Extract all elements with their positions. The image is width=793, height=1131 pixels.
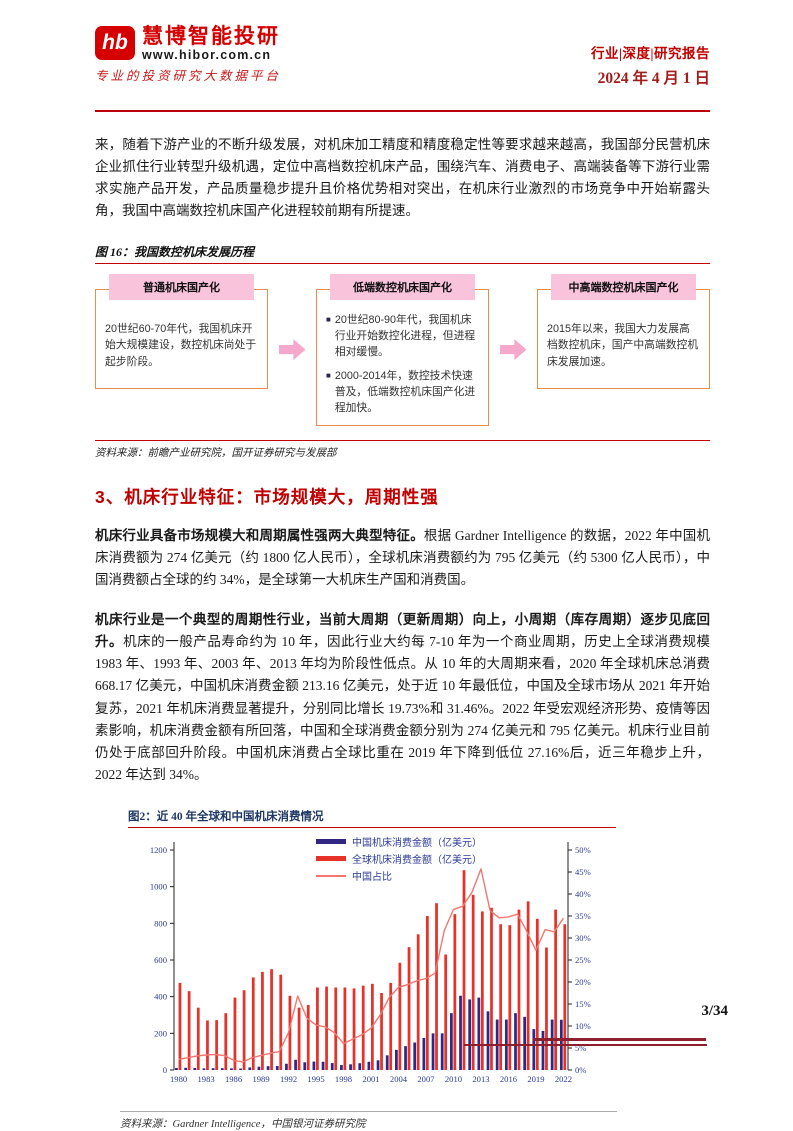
svg-text:5%: 5%: [575, 1043, 586, 1053]
bullet-icon: ■: [326, 314, 331, 324]
stage-title: 低端数控机床国产化: [330, 273, 475, 300]
figure2-block: 图2：近 40 年全球和中国机床消费情况 中国机床消费金额（亿美元） 全球机床消…: [120, 808, 617, 1131]
report-date: 2024 年 4 月 1 日: [597, 70, 710, 87]
hibor-logo-icon: hb: [95, 26, 135, 60]
legend-swatch-share-line: [316, 874, 346, 877]
stage-text: 2015年以来，我国大力发展高档数控机床，国产中高端数控机床发展加速。: [547, 323, 699, 368]
legend-label: 中国机床消费金额（亿美元）: [352, 838, 482, 849]
svg-text:20%: 20%: [575, 977, 591, 987]
divider: [120, 1111, 617, 1112]
section-paragraph-1: 机床行业具备市场规模大和周期属性强两大典型特征。根据 Gardner Intel…: [95, 525, 710, 591]
svg-text:1983: 1983: [197, 1074, 214, 1084]
svg-text:800: 800: [154, 918, 167, 928]
para2-rest: 机床的一般产品寿命约为 10 年，因此行业大约每 7-10 年为一个商业周期，历…: [95, 634, 711, 782]
svg-text:1000: 1000: [150, 882, 167, 892]
stage-lowend-cnc: 低端数控机床国产化 ■ 20世纪80-90年代，我国机床行业开始数控化进程，但进程…: [316, 273, 489, 426]
legend-swatch-global-bar: [316, 856, 346, 861]
legend-label: 中国占比: [352, 872, 392, 883]
svg-text:2013: 2013: [472, 1074, 489, 1084]
brand-logo: hb 慧博智能投研 www.hibor.com.cn: [95, 25, 710, 63]
svg-text:2016: 2016: [500, 1074, 518, 1084]
footer-rule-thick: [533, 1038, 706, 1041]
para2-lead: 机床行业是一个典型的周期性行业，当前大周期（更新周期）向上，小周期（库存周期）逐…: [95, 612, 710, 650]
brand-title: 慧博智能投研: [142, 25, 280, 48]
stage-ordinary-machine: 普通机床国产化 20世纪60-70年代，我国机床开始大规模建设，数控机床尚处于起…: [95, 273, 268, 426]
svg-text:400: 400: [154, 992, 167, 1002]
svg-text:600: 600: [154, 955, 167, 965]
stage-text: 20世纪80-90年代，我国机床行业开始数控化进程，但进程相对缓慢。: [334, 313, 476, 358]
stage-title: 普通机床国产化: [109, 273, 254, 300]
svg-text:1980: 1980: [170, 1074, 187, 1084]
stage-text: 2000-2014年，数控技术快速普及，低端数控机床国产化进程加快。: [334, 370, 476, 415]
svg-text:200: 200: [154, 1028, 167, 1038]
svg-text:10%: 10%: [575, 1021, 591, 1031]
divider: [95, 439, 710, 441]
arrow-right-icon: [499, 339, 527, 361]
svg-text:30%: 30%: [575, 933, 591, 943]
figure16-diagram: 普通机床国产化 20世纪60-70年代，我国机床开始大规模建设，数控机床尚处于起…: [95, 273, 710, 426]
page-number: 3/34: [701, 1003, 728, 1019]
page-header: hb 慧博智能投研 www.hibor.com.cn 专业的投资研究大数据平台 …: [95, 25, 710, 112]
section-heading: 3、机床行业特征：市场规模大，周期性强: [95, 486, 439, 507]
svg-text:1989: 1989: [252, 1074, 269, 1084]
legend-label: 全球机床消费金额（亿美元）: [352, 855, 482, 866]
svg-text:1200: 1200: [150, 845, 167, 855]
legend-swatch-china-bar: [316, 839, 346, 844]
svg-text:2022: 2022: [555, 1074, 572, 1084]
svg-text:35%: 35%: [575, 911, 591, 921]
figure2-source: 资料来源：Gardner Intelligence，中国银河证券研究院: [120, 1119, 366, 1130]
figure16-source: 资料来源：前瞻产业研究院，国开证券研究与发展部: [95, 447, 337, 459]
para1-lead: 机床行业具备市场规模大和周期属性强两大典型特征。: [95, 527, 424, 543]
chart-plot-area: 0 200 400 600 800 1000 1200 0% 5% 10% 15% 20% 25% 30%…: [150, 842, 591, 1084]
svg-text:2001: 2001: [362, 1074, 379, 1084]
para1-rest: 根据 Gardner Intelligence 的数据，2022 年中国机床消费…: [95, 527, 710, 587]
intro-paragraph: 来，随着下游产业的不断升级发展，对机床加工精度和精度稳定性等要求越来越高，我国部…: [95, 137, 710, 219]
svg-text:0: 0: [163, 1065, 167, 1075]
svg-text:2004: 2004: [390, 1074, 408, 1084]
stage-title: 中高端数控机床国产化: [551, 273, 696, 300]
svg-text:2010: 2010: [445, 1074, 462, 1084]
bullet-icon: ■: [326, 371, 331, 381]
section-paragraph-2: 机床行业是一个典型的周期性行业，当前大周期（更新周期）向上，小周期（库存周期）逐…: [95, 609, 710, 786]
svg-text:1986: 1986: [225, 1074, 243, 1084]
arrow-right-icon: [278, 339, 306, 361]
svg-text:25%: 25%: [575, 955, 591, 965]
figure2-caption: 图2：近 40 年全球和中国机床消费情况: [128, 808, 616, 828]
svg-text:15%: 15%: [575, 999, 591, 1009]
svg-text:1998: 1998: [335, 1074, 352, 1084]
stage-text: 20世纪60-70年代，我国机床开始大规模建设，数控机床尚处于起步阶段。: [105, 323, 257, 368]
svg-text:1992: 1992: [280, 1074, 297, 1084]
brand-slogan: 专业的投资研究大数据平台: [95, 69, 282, 84]
svg-text:2019: 2019: [527, 1074, 544, 1084]
svg-text:2007: 2007: [417, 1074, 435, 1084]
svg-text:45%: 45%: [575, 867, 591, 877]
svg-text:1995: 1995: [307, 1074, 324, 1084]
chart-legend: 中国机床消费金额（亿美元） 全球机床消费金额（亿美元） 中国占比: [316, 834, 482, 883]
figure16-caption: 图 16：我国数控机床发展历程: [95, 243, 710, 264]
svg-text:0%: 0%: [575, 1065, 586, 1075]
report-type: 行业|深度|研究报告: [591, 46, 710, 61]
svg-text:50%: 50%: [575, 845, 591, 855]
footer-rule-thin: [464, 1044, 707, 1046]
machine-tool-consumption-chart: 中国机床消费金额（亿美元） 全球机床消费金额（亿美元） 中国占比 0 200 400…: [128, 832, 616, 1109]
svg-text:40%: 40%: [575, 889, 591, 899]
stage-highend-cnc: 中高端数控机床国产化 2015年以来，我国大力发展高档数控机床，国产中高端数控机…: [537, 273, 710, 426]
brand-url: www.hibor.com.cn: [142, 48, 272, 63]
